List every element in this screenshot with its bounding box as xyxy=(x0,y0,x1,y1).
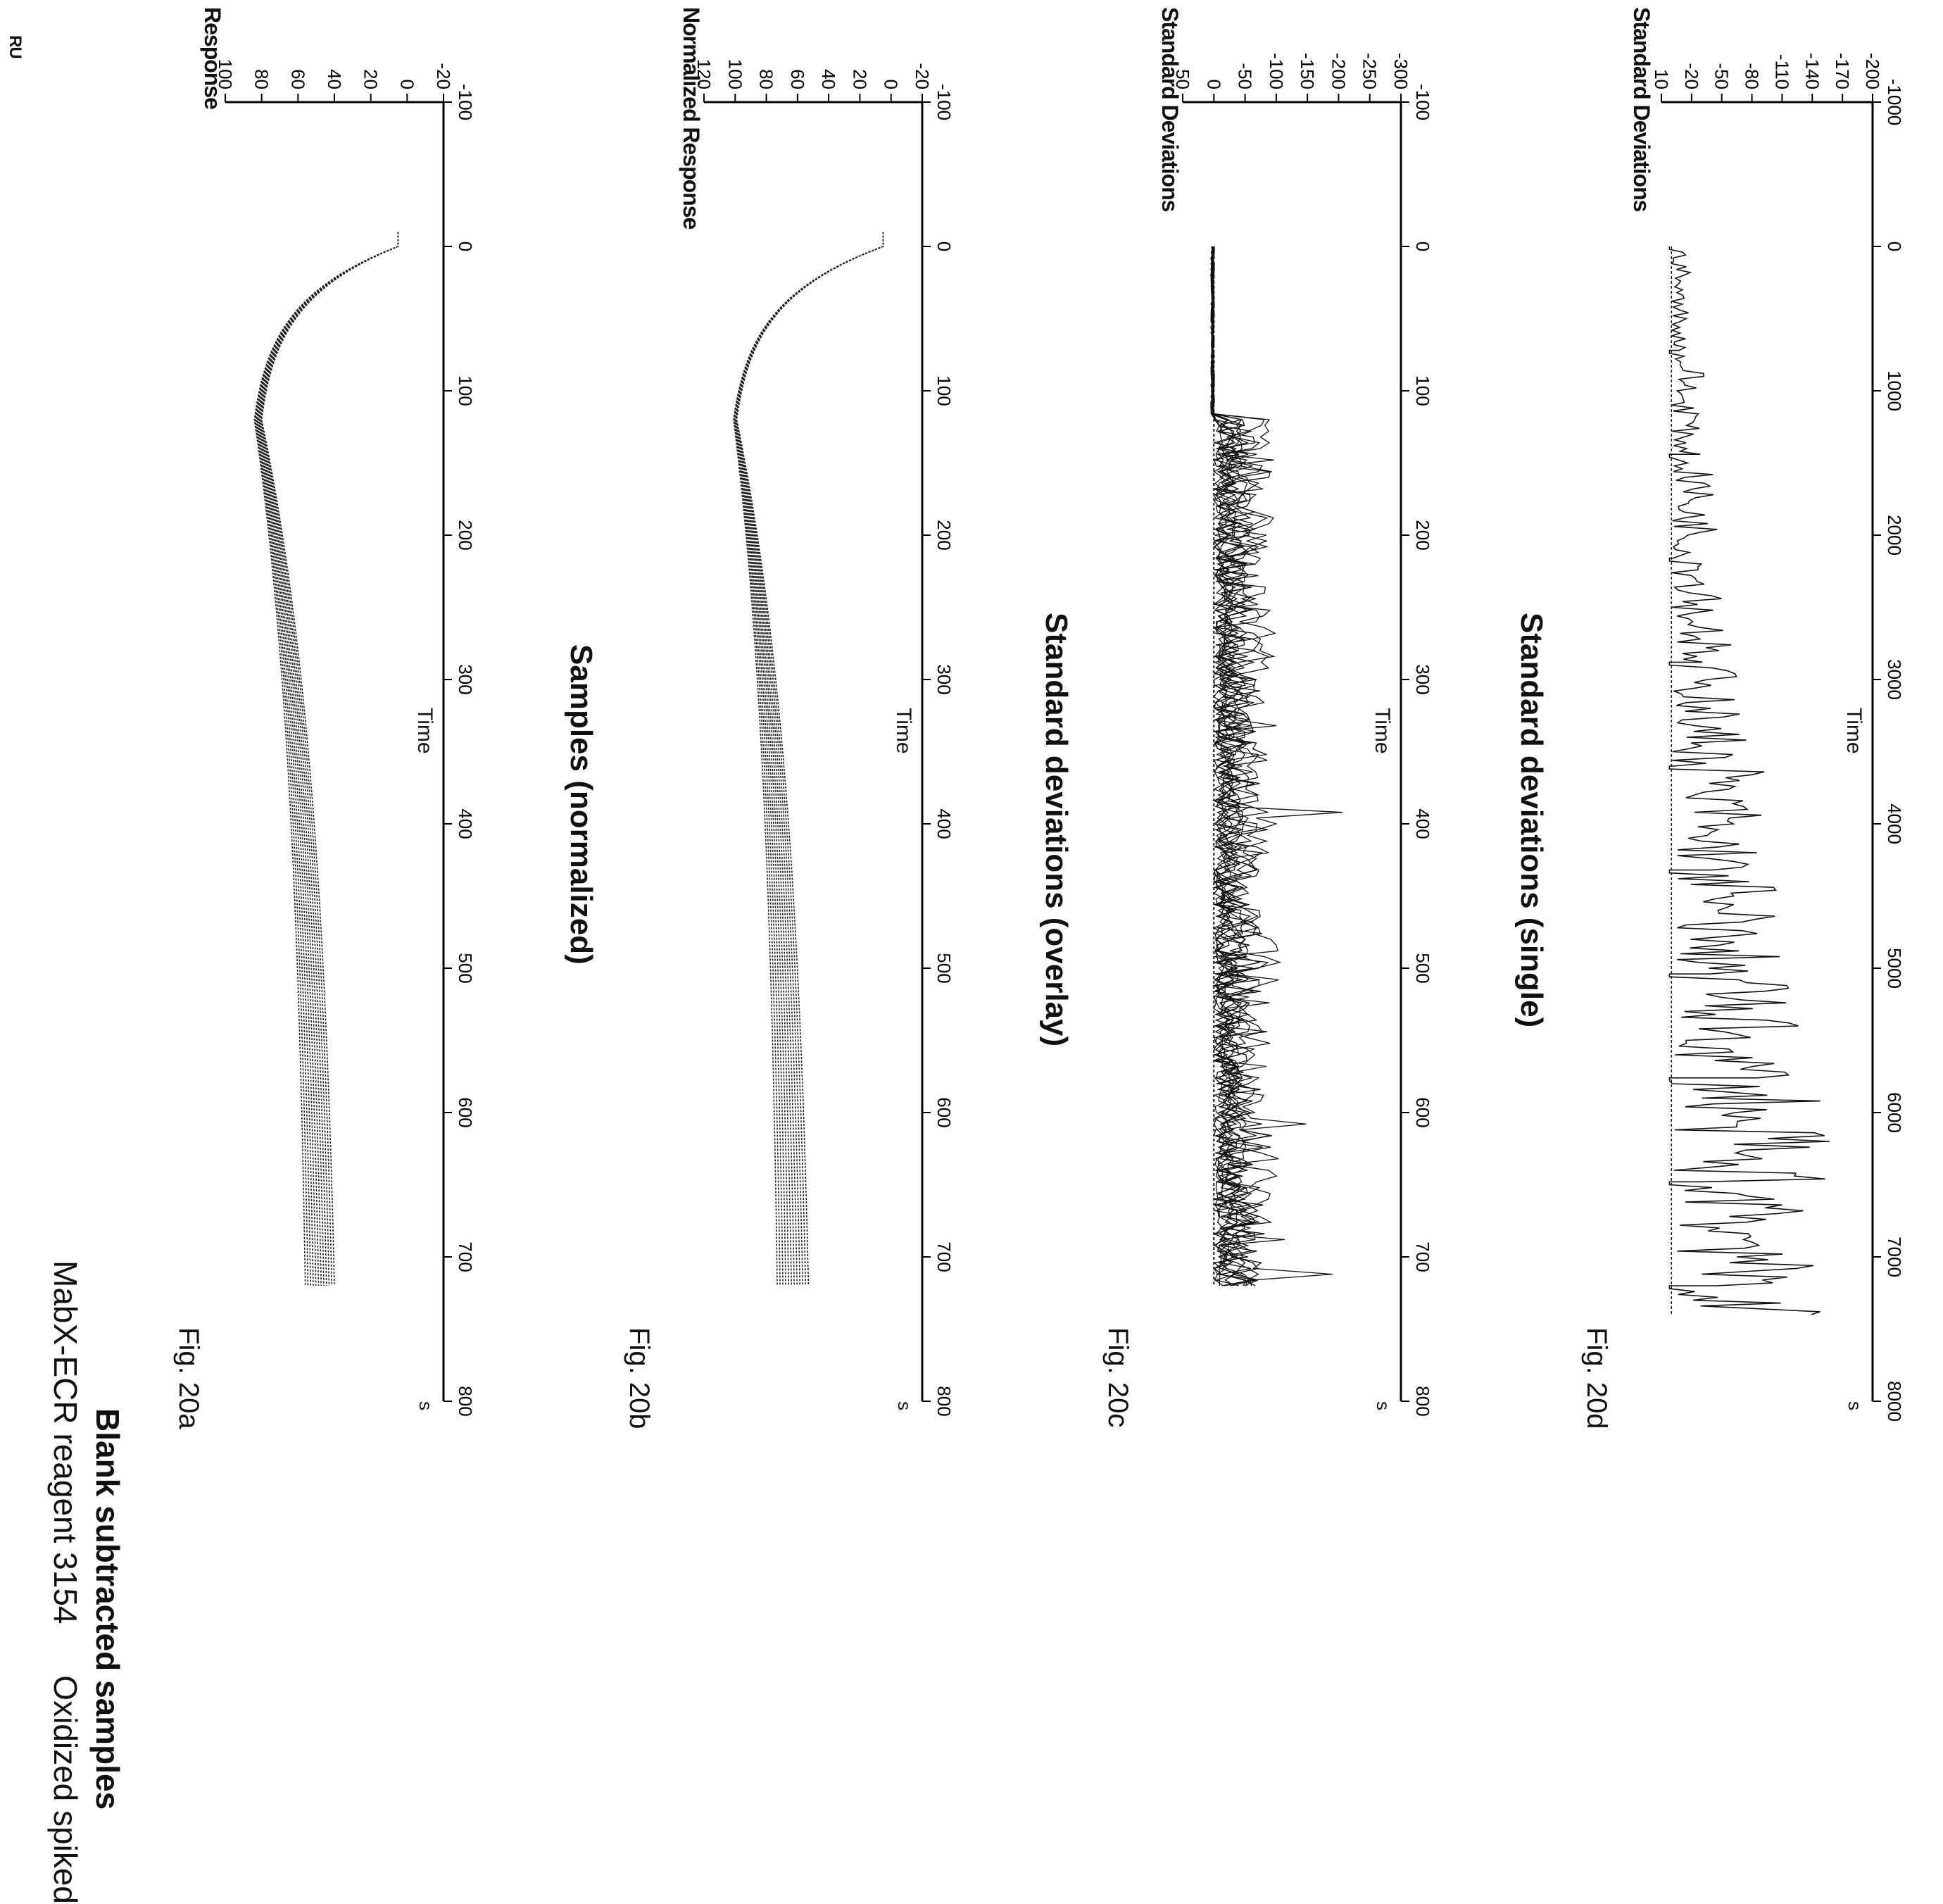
fig20c-ytick-label: 0 xyxy=(1203,80,1224,89)
fig20b-xtick-label: 700 xyxy=(933,1241,955,1272)
fig20c-series-line xyxy=(1210,246,1252,1286)
fig20c-ytick-label: -50 xyxy=(1235,63,1256,89)
fig20b-xtick-label: 800 xyxy=(933,1386,955,1416)
fig20a-xtick-label: 400 xyxy=(455,808,476,839)
fig20a-ytick-label: 20 xyxy=(360,69,382,89)
fig20a-xtick-label: 500 xyxy=(455,953,476,983)
fig20a-ytick-label: 100 xyxy=(215,59,236,89)
fig20c-series-line xyxy=(1210,246,1282,1286)
fig20d-xtick-label: 8000 xyxy=(1884,1381,1905,1422)
fig20c-series-line xyxy=(1210,246,1277,1286)
fig20a-ytick-label: 60 xyxy=(287,69,308,89)
fig20c-xtick-label: 600 xyxy=(1412,1097,1433,1127)
fig20b-xtick-label: 600 xyxy=(933,1097,955,1127)
fig20d-xtick-label: 4000 xyxy=(1884,803,1905,844)
fig20d-xtick-label: 5000 xyxy=(1884,948,1905,989)
fig20a-series-line xyxy=(257,232,399,1286)
fig20a-xtick-label: 800 xyxy=(455,1386,476,1416)
fig20b-ytick-label: 80 xyxy=(756,69,777,89)
fig20d-ytick-label: -200 xyxy=(1862,53,1883,89)
fig20a-xtick-label: 300 xyxy=(455,664,476,694)
fig20d-xtick-label: 0 xyxy=(1884,242,1905,251)
fig20a-xtick-label: 0 xyxy=(455,242,476,251)
fig20c-xtick-label: 0 xyxy=(1412,242,1433,251)
fig20b-xtick-label: 400 xyxy=(933,808,955,839)
fig20c-xtick-label: 100 xyxy=(1412,375,1433,406)
fig20b-plot: -20 0 20 40 60 80 100 120 -100 0 100 200 300 400 500 60… xyxy=(693,59,955,1417)
fig20a-series-line xyxy=(258,232,399,1286)
fig20c-series-line xyxy=(1210,246,1252,1286)
fig20b-ytick-label: 60 xyxy=(787,69,808,89)
main-title-line1b: Oxidized spiked xyxy=(47,1675,84,1904)
figure-rotated-page: MabX-ECR reagent 3154 Oxidized spiked Bl… xyxy=(6,7,1905,1904)
fig20d-plot: -200 -170 -140 -110 -80 -50 -20 10 -1000 0 1000 200… xyxy=(1651,53,1905,1422)
fig20a-ytick-label: 0 xyxy=(396,80,417,89)
fig20a-series-line xyxy=(256,232,399,1286)
fig20d-xtick-label: 7000 xyxy=(1884,1236,1905,1277)
fig20d-ytick-label: 10 xyxy=(1651,69,1672,89)
fig20d-xtick-label: -1000 xyxy=(1884,79,1905,126)
fig20a-series-line xyxy=(253,232,399,1286)
fig20c-ytick-label: -100 xyxy=(1266,53,1287,89)
fig20c-ytick-label: 50 xyxy=(1172,69,1193,89)
fig20c-xtick-label: 400 xyxy=(1412,808,1433,839)
fig20c-xtick-label: 200 xyxy=(1412,520,1433,550)
fig20b-xtick-label: 300 xyxy=(933,664,955,694)
fig20d-xtick-label: 1000 xyxy=(1884,370,1905,411)
figure-stage: MabX-ECR reagent 3154 Oxidized spiked Bl… xyxy=(6,7,1905,1904)
fig20d-xtick-label: 6000 xyxy=(1884,1092,1905,1133)
fig20b-xtick-label: -100 xyxy=(933,84,955,120)
fig20a-series-line xyxy=(258,232,399,1286)
fig20c-xtick-label: 300 xyxy=(1412,664,1433,694)
fig20c-xtick-label: 500 xyxy=(1412,953,1433,983)
fig20c-series-line xyxy=(1210,246,1333,1286)
fig20b-ytick-label: 40 xyxy=(818,69,839,89)
fig20a-xtick-label: 600 xyxy=(455,1097,476,1127)
fig20b-series-line xyxy=(733,232,884,1286)
fig20a-xtick-label: 100 xyxy=(455,375,476,406)
fig20c-ytick-label: -150 xyxy=(1297,53,1318,89)
fig20a-ytick-label: 40 xyxy=(324,69,345,89)
fig20b-xtick-label: 0 xyxy=(933,242,955,251)
fig20d-ytick-label: -80 xyxy=(1742,63,1763,89)
fig20a-xtick-label: 700 xyxy=(455,1241,476,1272)
fig20b-ytick-label: -20 xyxy=(912,63,933,89)
fig20c-ytick-label: -300 xyxy=(1390,53,1411,89)
fig20a-ytick-label: -20 xyxy=(433,63,454,89)
fig20b-xtick-label: 500 xyxy=(933,953,955,983)
fig20c-series-line xyxy=(1210,246,1343,1286)
fig20a-ytick-label: 80 xyxy=(251,69,272,89)
fig20d-ytick-label: -170 xyxy=(1832,53,1853,89)
fig20b-xtick-label: 100 xyxy=(933,375,955,406)
fig20d-ytick-label: -140 xyxy=(1801,53,1823,89)
fig20d-xtick-label: 3000 xyxy=(1884,659,1905,700)
fig20a-plot: -20 0 20 40 60 80 100 -100 0 100 200 300 400 500 600 70… xyxy=(215,59,476,1417)
fig20d-xtick-label: 2000 xyxy=(1884,515,1905,556)
fig20a-xtick-label: -100 xyxy=(455,84,476,120)
fig20d-series-line xyxy=(1668,246,1830,1315)
fig20c-xtick-label: -100 xyxy=(1412,84,1433,120)
fig20c-xtick-label: 700 xyxy=(1412,1241,1433,1272)
fig20b-ytick-label: 20 xyxy=(849,69,870,89)
fig20b-xtick-label: 200 xyxy=(933,520,955,550)
fig20d-ytick-label: -20 xyxy=(1681,63,1702,89)
fig20c-ytick-label: -200 xyxy=(1328,53,1349,89)
fig20d-ytick-label: -50 xyxy=(1711,63,1733,89)
fig20b-ytick-label: 0 xyxy=(881,80,902,89)
fig20d-ytick-label: -110 xyxy=(1771,54,1792,89)
fig20c-xtick-label: 800 xyxy=(1412,1386,1433,1416)
fig20c-series-line xyxy=(1210,246,1260,1286)
fig20b-ytick-label: 100 xyxy=(724,59,746,89)
fig20c-plot: -300 -250 -200 -150 -100 -50 0 50 -100 0 100 200 300… xyxy=(1172,53,1433,1417)
fig20a-xtick-label: 200 xyxy=(455,520,476,550)
fig20c-ytick-label: -250 xyxy=(1359,53,1381,89)
fig20b-ytick-label: 120 xyxy=(693,59,715,89)
fig20c-series-line xyxy=(1210,246,1259,1286)
